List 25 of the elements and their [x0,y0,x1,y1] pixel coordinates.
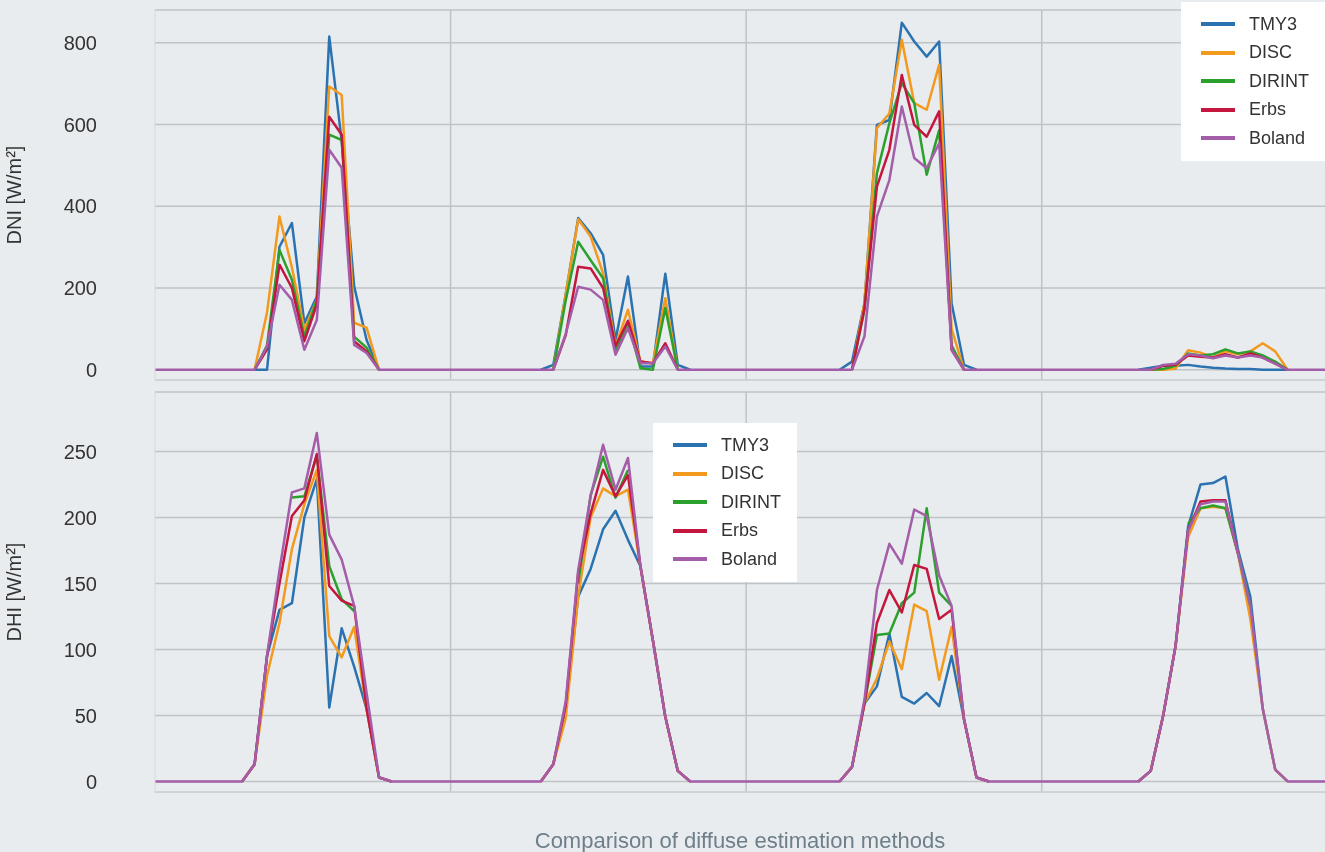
y-axis-title: DHI [W/m²] [3,542,26,642]
y-tick-label: 150 [63,572,97,595]
y-tick-label: 0 [85,770,97,793]
legend-label: Boland [721,548,778,570]
y-axis-title: DNI [W/m²] [3,145,26,245]
y-tick-label: 100 [63,638,97,661]
y-tick-label: 0 [85,358,97,381]
legend-label: DISC [721,463,765,485]
legend-label: DIRINT [721,491,781,513]
y-tick-label: 50 [74,704,97,727]
legend-label: Erbs [721,520,759,542]
legend-label: TMY3 [721,434,770,456]
y-tick-label: 600 [63,113,97,136]
y-tick-label: 250 [63,440,97,463]
x-axis-title: Comparison of diffuse estimation methods [534,828,946,852]
legend-label: Erbs [1249,99,1287,121]
y-tick-label: 200 [63,506,97,529]
legend-label: Boland [1249,127,1306,149]
legend-label: DISC [1249,42,1293,64]
line-series [153,431,1325,783]
legend-label: DIRINT [1249,70,1309,92]
legend-label: TMY3 [1249,13,1298,35]
y-tick-label: 400 [63,195,97,218]
y-tick-label: 800 [63,31,97,54]
y-tick-label: 200 [63,277,97,300]
